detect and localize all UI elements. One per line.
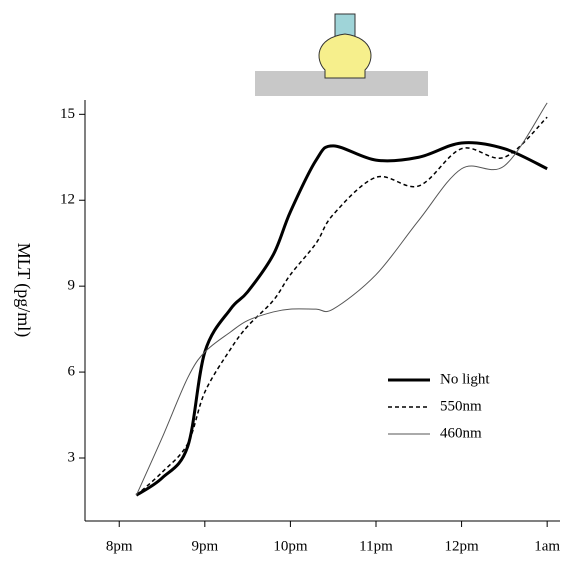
y-tick-label: 3 xyxy=(68,449,76,465)
legend-label: 460nm xyxy=(440,425,482,441)
x-tick-label: 12pm xyxy=(444,538,479,554)
x-tick-label: 1am xyxy=(534,538,560,554)
y-axis-label: MLT (pg/ml) xyxy=(13,243,34,338)
x-tick-label: 9pm xyxy=(191,538,218,554)
series-line xyxy=(135,116,548,496)
legend-label: No light xyxy=(440,371,490,387)
y-tick-label: 6 xyxy=(68,364,76,380)
series-line xyxy=(135,102,548,496)
x-tick-label: 10pm xyxy=(273,538,308,554)
y-tick-label: 9 xyxy=(68,278,76,294)
bulb xyxy=(318,33,372,79)
x-tick-label: 11pm xyxy=(359,538,393,554)
legend-label: 550nm xyxy=(440,398,482,414)
y-tick-label: 12 xyxy=(60,192,75,208)
series-line xyxy=(135,141,548,497)
x-tick-label: 8pm xyxy=(106,538,133,554)
lamp-illustration xyxy=(255,13,428,96)
bulb-base xyxy=(334,13,356,37)
y-tick-label: 15 xyxy=(60,106,75,122)
